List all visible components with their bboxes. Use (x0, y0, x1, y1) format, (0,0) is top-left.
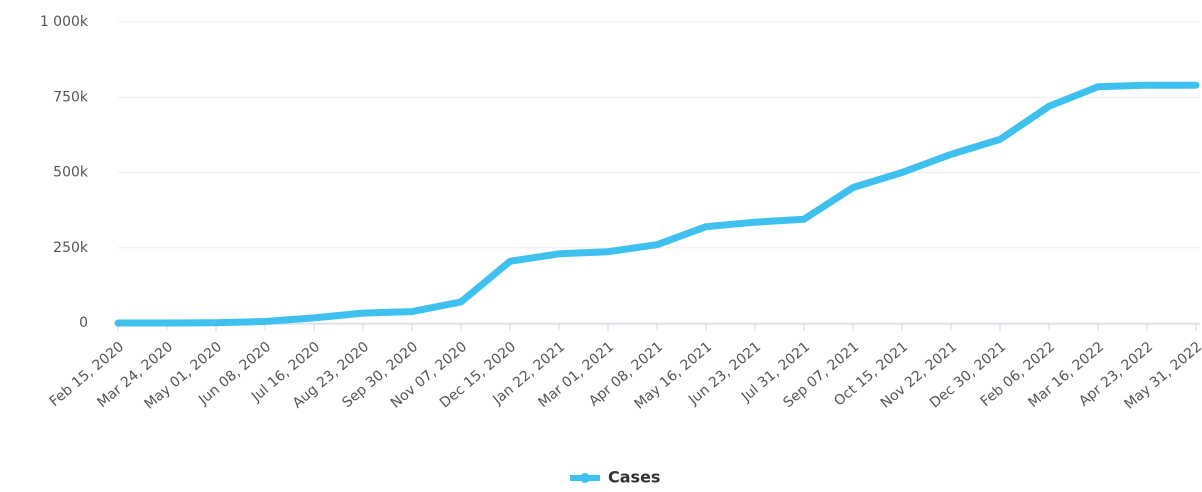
legend-label: Cases (608, 468, 660, 487)
y-tick-label: 1 000k (40, 14, 89, 30)
y-tick-label: 750k (53, 89, 89, 105)
legend-item: Cases (570, 468, 660, 487)
legend-dot (580, 473, 590, 483)
y-tick-label: 0 (79, 315, 88, 331)
y-tick-label: 500k (53, 165, 89, 181)
line (114, 81, 1200, 327)
y-tick-label: 250k (53, 240, 89, 256)
